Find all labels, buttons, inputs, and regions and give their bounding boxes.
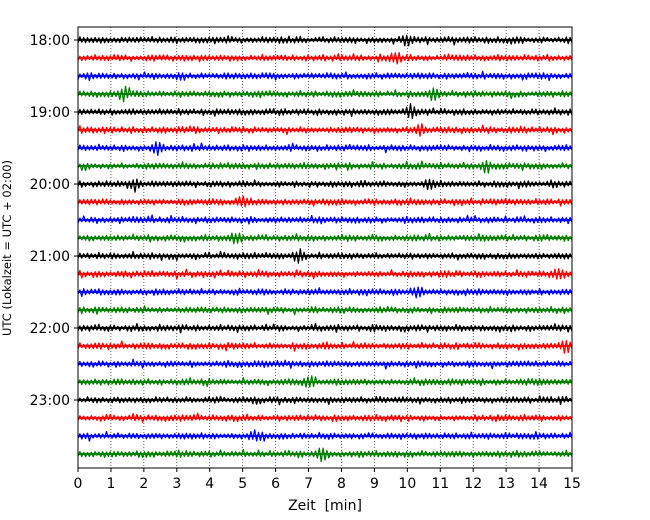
y-tick-label: 18:00 [30,33,70,49]
x-tick-label: 11 [431,476,449,492]
x-tick-label: 1 [106,476,115,492]
y-tick-label: 19:00 [30,105,70,121]
x-tick-label: 8 [337,476,346,492]
x-axis-label: Zeit [min] [288,498,362,514]
y-axis: 18:00 19:00 20:00 21:00 22:00 23:00 [30,33,78,409]
x-tick-label: 13 [497,476,515,492]
x-tick-label: 2 [139,476,148,492]
x-axis: 0 1 2 3 4 5 6 7 8 9 10 11 12 13 14 15 [74,468,581,492]
x-tick-label: 10 [398,476,416,492]
x-tick-label: 3 [172,476,181,492]
plot-frame [77,26,573,469]
x-tick-label: 9 [370,476,379,492]
trace-line [77,141,573,156]
y-tick-label: 23:00 [30,393,70,409]
x-tick-label: 7 [304,476,313,492]
x-tick-label: 12 [464,476,482,492]
x-tick-label: 15 [563,476,581,492]
x-tick-label: 14 [530,476,548,492]
y-tick-label: 20:00 [30,177,70,193]
y-tick-label: 21:00 [30,249,70,265]
y-axis-label: UTC (Lokalzeit = UTC + 02:00) [0,160,14,336]
x-tick-label: 0 [74,476,83,492]
y-tick-label: 22:00 [30,321,70,337]
trace-group [77,34,573,463]
x-tick-label: 5 [238,476,247,492]
x-tick-label: 4 [205,476,214,492]
x-tick-label: 6 [271,476,280,492]
